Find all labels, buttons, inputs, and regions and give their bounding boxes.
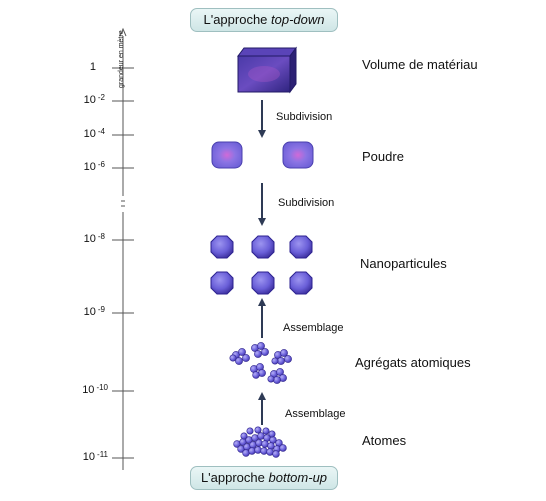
- step-label-assemblage-2: Assemblage: [285, 408, 346, 420]
- axis-title: grandeur en mètre: [118, 30, 125, 88]
- top-down-approach-label: L'approche top-down: [190, 8, 338, 32]
- atoms-pile: [233, 426, 287, 458]
- stage-label-volume: Volume de matériau: [362, 57, 478, 72]
- nanoparticle: [251, 235, 275, 259]
- tick-label: 1: [89, 61, 96, 73]
- nanoparticle-grid: [210, 235, 313, 295]
- axis-arrow-icon: [119, 27, 127, 37]
- powder-grain: [282, 141, 314, 169]
- bottom-up-approach-label: L'approche bottom-up: [190, 466, 338, 490]
- nanoparticle: [210, 271, 234, 295]
- stage-label-atomes: Atomes: [362, 433, 407, 448]
- powder-grain: [211, 141, 243, 169]
- stage-label-agregats: Agrégats atomiques: [355, 355, 471, 370]
- nanoparticle: [289, 235, 313, 259]
- tick-label: 10 -9: [83, 305, 105, 318]
- nanoparticle: [251, 271, 275, 295]
- atomic-aggregates: [229, 342, 292, 384]
- tick-label: 10 -2: [83, 93, 105, 106]
- tick-label: 10 -10: [82, 383, 108, 396]
- step-label-subdivision-1: Subdivision: [276, 111, 333, 123]
- material-volume-cube: [237, 46, 297, 94]
- tick-label: 10 -11: [82, 450, 108, 463]
- tick-label: 10 -8: [83, 232, 105, 245]
- step-label-subdivision-2: Subdivision: [278, 197, 335, 209]
- stage-label-poudre: Poudre: [362, 149, 404, 164]
- step-label-assemblage-1: Assemblage: [283, 322, 344, 334]
- tick-label: 10 -4: [83, 127, 105, 140]
- nanoparticle: [210, 235, 234, 259]
- stage-label-nanoparticules: Nanoparticules: [360, 256, 447, 271]
- nanoparticle: [289, 271, 313, 295]
- tick-label: 10 -6: [83, 160, 105, 173]
